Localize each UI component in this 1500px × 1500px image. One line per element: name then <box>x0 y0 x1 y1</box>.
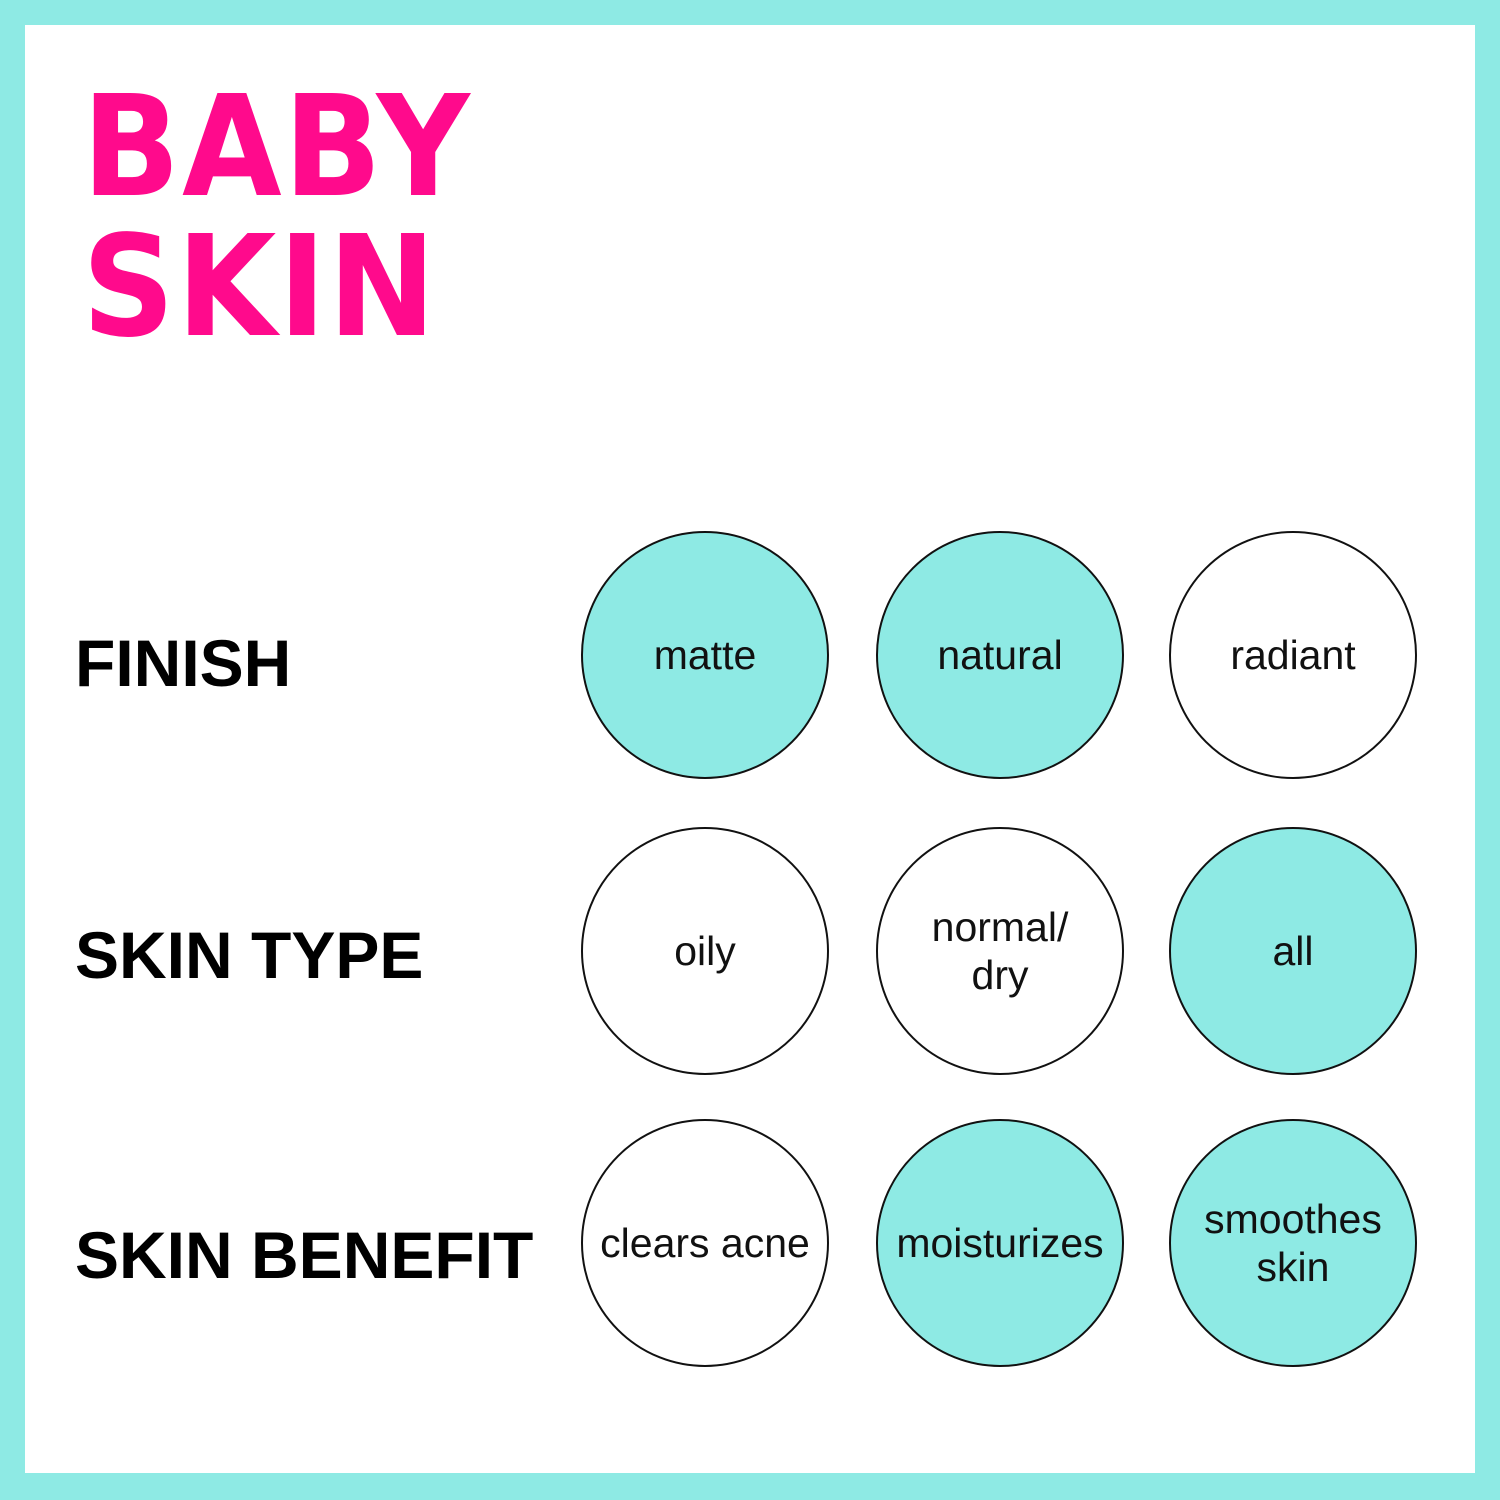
option-circle: all <box>1169 827 1417 1075</box>
option-circle: smoothes skin <box>1169 1119 1417 1367</box>
row-label-skin-type: SKIN TYPE <box>75 918 424 992</box>
option-label: radiant <box>1230 632 1356 678</box>
row-label-skin-benefit: SKIN BENEFIT <box>75 1218 534 1292</box>
option-circle: normal/ dry <box>876 827 1124 1075</box>
option-circle: matte <box>581 531 829 779</box>
option-circle: clears acne <box>581 1119 829 1367</box>
option-label: all <box>1272 928 1314 974</box>
option-label: matte <box>653 632 757 678</box>
option-label: normal/ dry <box>931 904 1069 998</box>
logo-line-1: BABY <box>82 66 472 229</box>
option-label: natural <box>937 632 1063 678</box>
logo-line-2: SKIN <box>82 206 438 369</box>
brand-logo: BABY SKIN <box>82 78 472 358</box>
option-label: oily <box>674 928 736 974</box>
option-circle: natural <box>876 531 1124 779</box>
option-circle: oily <box>581 827 829 1075</box>
row-label-finish: FINISH <box>75 626 292 700</box>
option-label: moisturizes <box>896 1220 1104 1266</box>
option-label: clears acne <box>600 1220 810 1266</box>
option-circle: radiant <box>1169 531 1417 779</box>
option-circle: moisturizes <box>876 1119 1124 1367</box>
option-label: smoothes skin <box>1204 1196 1382 1290</box>
